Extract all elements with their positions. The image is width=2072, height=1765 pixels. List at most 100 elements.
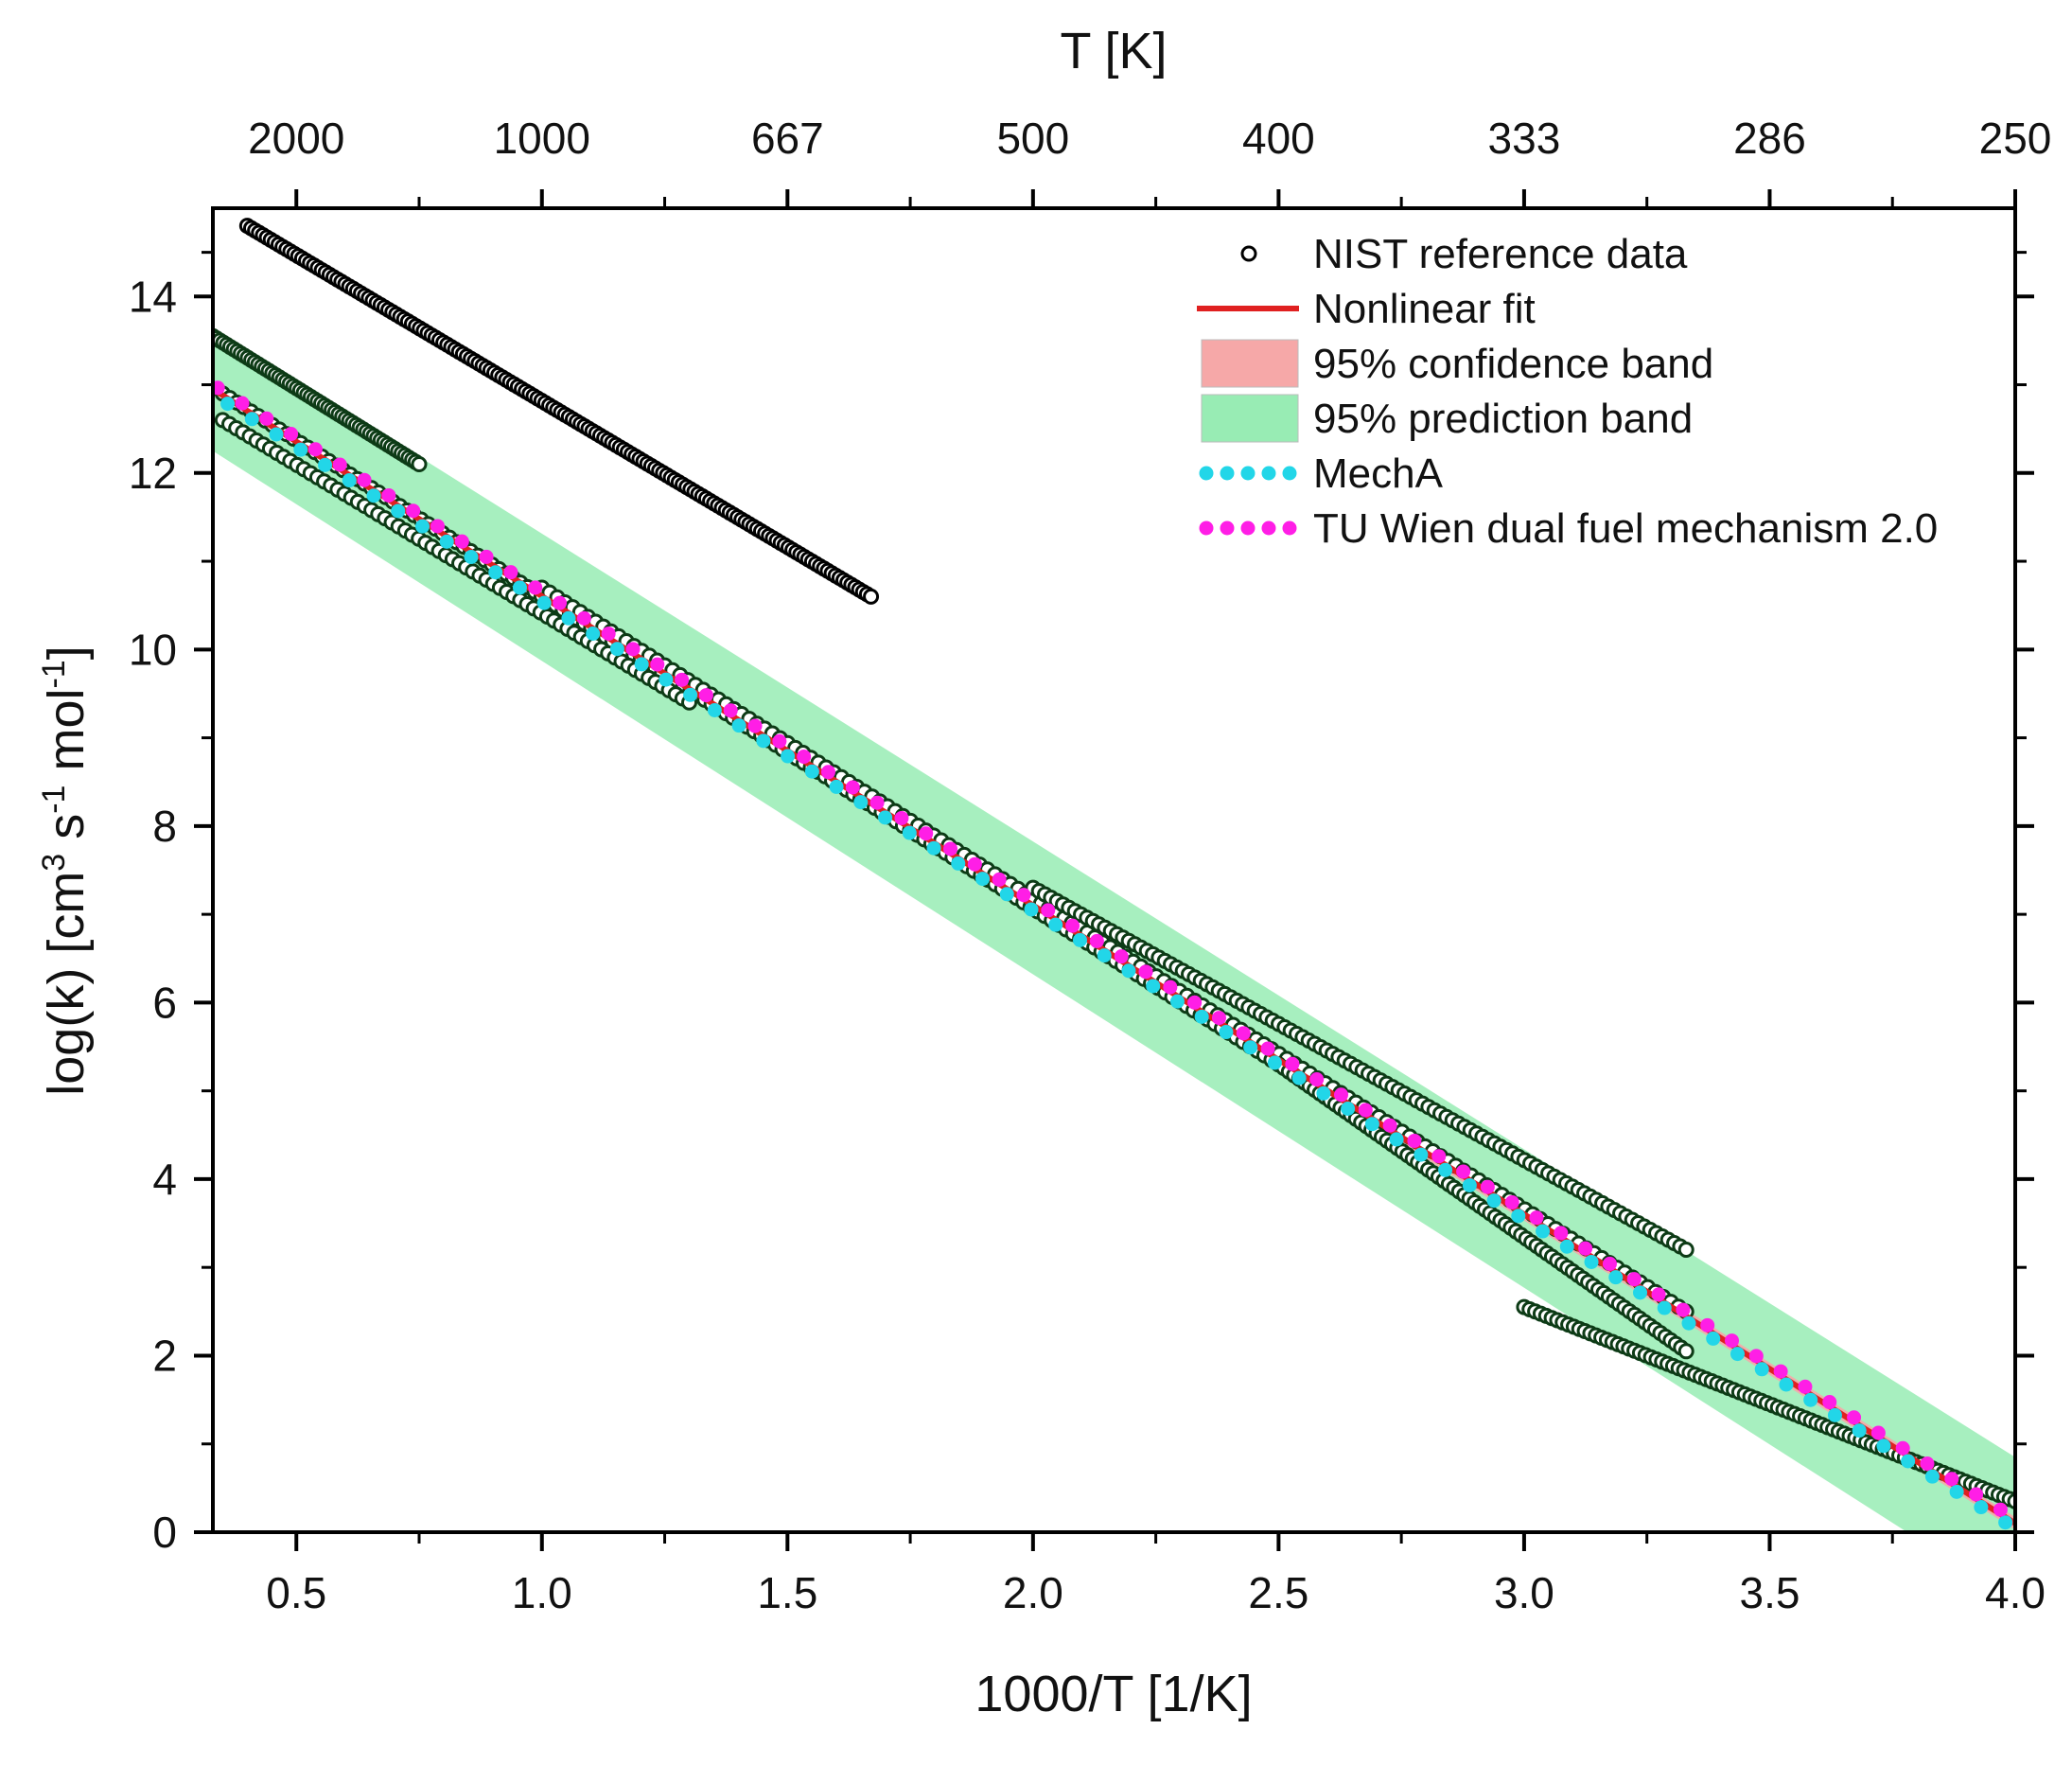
mecha-dot [1364,1117,1379,1132]
nist-series-5 [1270,1056,1694,1360]
mecha-dot [1924,1469,1940,1484]
legend-label: 95% prediction band [1313,396,1693,442]
mecha-dot [1219,1025,1234,1040]
mecha-dot [464,550,479,565]
tu-wien-dot [650,657,665,672]
nist-series-4 [1025,879,1694,1259]
tu-wien-dot [1211,1011,1226,1026]
mecha-dot [1243,1040,1258,1055]
tu-wien-dot [797,750,812,765]
mecha-dot [926,840,941,856]
tu-wien-dot [747,718,763,733]
legend-dot-symbol [1261,466,1276,481]
mecha-dot [683,687,698,702]
mecha-dot [1876,1438,1891,1454]
mecha-dot [1633,1285,1648,1300]
legend-label: MechA [1313,450,1444,497]
y-tick-label: 2 [152,1331,177,1380]
tu-wien-dot [1944,1472,1959,1487]
tu-wien-dot [943,841,958,856]
mecha-dot [1438,1162,1453,1177]
tu-wien [213,380,2008,1517]
tu-wien-dot [1554,1226,1569,1241]
tu-wien-dot [1847,1410,1862,1425]
tu-wien-dot [1651,1287,1666,1302]
mecha-dot [439,534,454,549]
x-axis: 0.5 1.0 1.5 2.0 2.5 3.0 3.5 4.0 [266,1532,2046,1617]
tu-wien-dot [869,795,885,810]
tu-wien-dot [1480,1179,1495,1194]
mecha-dot [999,887,1014,902]
legend-item: NIST reference data [1240,231,1688,277]
mecha-dot [1706,1331,1721,1346]
mecha-dot [1779,1377,1794,1392]
legend-item: Nonlinear fit [1197,286,1536,332]
legend-label: Nonlinear fit [1313,286,1536,332]
mecha [220,397,2013,1530]
mecha-dot [1194,1009,1209,1024]
tu-wien-dot [601,627,616,642]
tu-wien-dot [1187,995,1203,1010]
legend-dot-symbol [1240,466,1255,481]
nist-series-7 [214,412,698,711]
nist-point [1677,1343,1694,1360]
tu-wien-dot [1114,949,1129,964]
tu-wien-dot [1798,1379,1813,1394]
mecha-dot [1803,1392,1818,1407]
top-axis-title: T [K] [1060,23,1167,79]
y-tick-label: 10 [129,625,177,674]
mecha-dot [536,595,552,610]
tu-wien-dot [1309,1072,1325,1087]
mecha-dot [1730,1347,1745,1362]
mecha-dot [488,565,503,580]
legend-label: TU Wien dual fuel mechanism 2.0 [1313,505,1938,552]
top-tick-label: 2000 [248,114,344,163]
y-axis-title-prefix: log(k) [cm [38,872,95,1096]
mecha-dot [902,825,917,840]
tu-wien-dot [1822,1395,1837,1410]
y-axis-title-sup2: -1 [36,785,72,814]
top-tick-label: 400 [1242,114,1315,163]
legend-dot-symbol [1220,521,1235,536]
legend-label: 95% confidence band [1313,341,1713,387]
tu-wien-dot [1041,903,1056,918]
y-tick-label: 4 [152,1155,177,1204]
tu-wien-dot [332,457,347,472]
tu-wien-dot [1748,1349,1764,1364]
legend-dot-symbol [1240,521,1255,536]
mecha-dot [609,642,624,657]
plot-frame [211,206,2017,1534]
tu-wien-dot [1969,1487,1984,1502]
top-tick-label: 500 [996,114,1069,163]
tu-wien-dot [1456,1164,1471,1179]
y-axis-title-suffix: ] [38,645,95,660]
mecha-dot [634,657,649,672]
mecha-dot [878,810,893,825]
y-tick-label: 14 [129,272,177,321]
legend-item: 95% prediction band [1201,394,1693,443]
tu-wien-dot [1358,1103,1373,1118]
x-tick-label: 0.5 [266,1568,326,1617]
tu-wien-dot [430,519,445,534]
tu-wien-dot [1578,1241,1593,1256]
tu-wien-dot [992,872,1007,887]
tu-wien-dot [1285,1056,1300,1071]
top-tick-label: 286 [1733,114,1806,163]
tu-wien-dot [1138,964,1153,980]
x-tick-label: 1.5 [757,1568,817,1617]
tu-wien-dot [1504,1194,1519,1209]
mecha-dot [1998,1515,2013,1530]
tu-wien-dot [528,580,543,595]
mecha-dot [1316,1085,1331,1101]
legend-dot-symbol [1220,466,1235,481]
mecha-dot [1559,1239,1574,1254]
mecha-dot [1414,1147,1429,1162]
mecha-dot [658,672,674,687]
legend-circle-symbol [1240,245,1257,262]
mecha-dot [1024,902,1039,917]
x-tick-label: 4.0 [1985,1568,2046,1617]
legend-dot-symbol [1282,466,1297,481]
tu-wien-dot [894,810,909,825]
mecha-dot [1486,1193,1501,1209]
